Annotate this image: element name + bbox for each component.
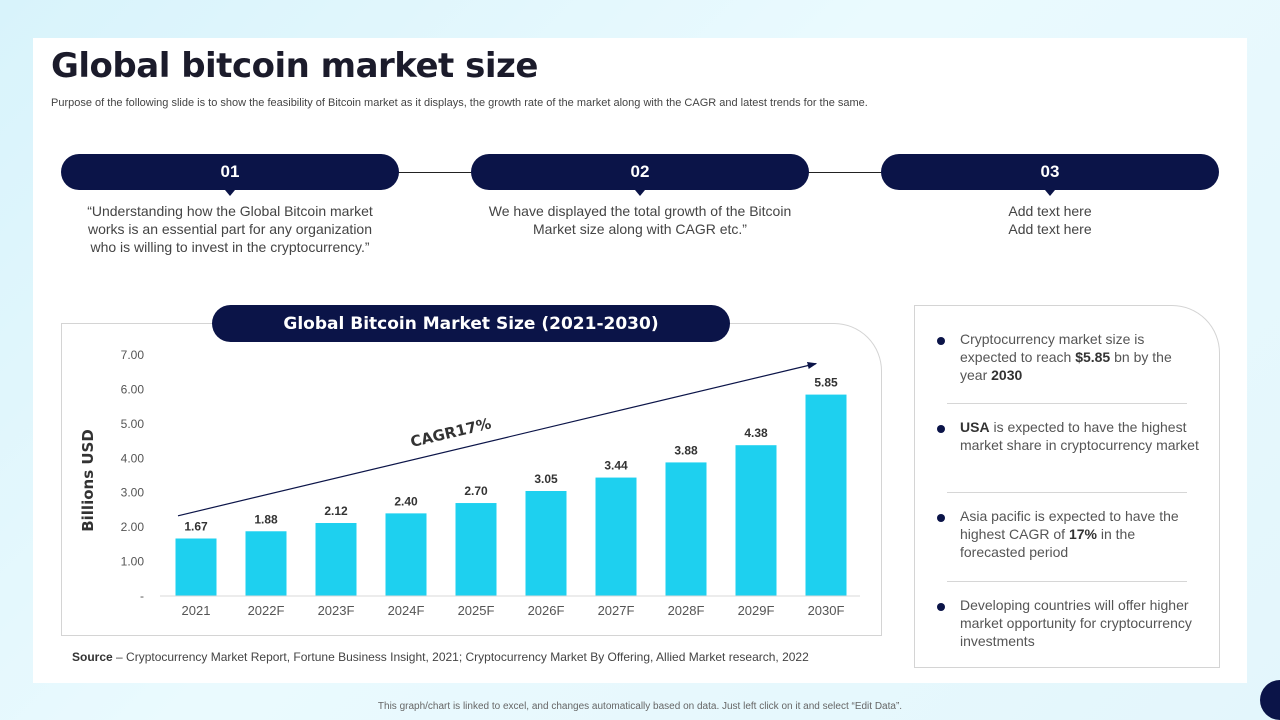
bullet-text-segment: bn by the year	[960, 349, 1172, 383]
highlight-text: USA	[960, 419, 990, 435]
y-tick-label: -	[140, 589, 144, 603]
step-03-line: Add text here	[1008, 203, 1092, 219]
bullet-dot	[937, 425, 945, 433]
bullet-dot	[937, 603, 945, 611]
divider	[947, 581, 1187, 582]
step-03-text: Add text here Add text here	[881, 202, 1219, 238]
y-tick-label: 1.00	[121, 555, 145, 569]
cagr-annotation: CAGR17%	[409, 414, 493, 451]
step-01-line: works is an essential part for any organ…	[87, 221, 373, 237]
page-subtitle: Purpose of the following slide is to sho…	[51, 97, 868, 109]
bar-2028f	[665, 462, 707, 596]
y-tick-label: 5.00	[121, 417, 145, 431]
step-02-line: We have displayed the total growth of th…	[488, 203, 792, 219]
bar-value-label: 3.88	[674, 443, 698, 457]
divider	[947, 403, 1187, 404]
x-tick-label: 2027F	[598, 603, 635, 618]
page-title: Global bitcoin market size	[51, 46, 538, 86]
step-01-text: “Understanding how the Global Bitcoin ma…	[61, 202, 399, 256]
bar-chart[interactable]: - 1.00 2.00 3.00 4.00 5.00 6.00 7.00 1.67 1.88 2.…	[62, 340, 878, 630]
bar-2021	[175, 538, 217, 596]
insight-market-size: Cryptocurrency market size is expected t…	[960, 330, 1200, 384]
footer-note: This graph/chart is linked to excel, and…	[377, 701, 903, 712]
y-axis-title: Billions USD	[79, 429, 97, 532]
highlight-text: 2030	[991, 367, 1023, 383]
bar-value-label: 2.40	[394, 494, 418, 508]
x-tick-label: 2021	[182, 603, 211, 618]
bar-value-label: 3.44	[604, 459, 628, 473]
step-03-line: Add text here	[1008, 221, 1092, 237]
bar-value-label: 1.67	[184, 520, 208, 534]
cagr-trend-arrow	[177, 362, 818, 517]
bullet-text-segment: Cryptocurrency market size is expected t…	[960, 331, 1145, 365]
bar-2023f	[315, 523, 357, 596]
source-note: Source – Cryptocurrency Market Report, F…	[72, 650, 809, 664]
x-tick-label: 2026F	[528, 603, 565, 618]
step-01-line: who is willing to invest in the cryptocu…	[90, 239, 370, 255]
bar-value-label: 2.12	[324, 504, 348, 518]
step-03-badge: 03	[881, 154, 1219, 196]
y-tick-label: 4.00	[121, 451, 145, 465]
x-tick-label: 2029F	[738, 603, 775, 618]
insight-usa: USA is expected to have the highest mark…	[960, 418, 1200, 454]
bar-2030f	[805, 394, 847, 596]
chart-title: Global Bitcoin Market Size (2021-2030)	[212, 305, 730, 342]
highlight-text: 17%	[1068, 526, 1097, 542]
bullet-text-segment: is expected to have the highest market s…	[960, 419, 1199, 453]
bullet-text-segment: Asia pacific is expected to have the hig…	[960, 508, 1179, 542]
step-02-badge: 02	[471, 154, 809, 196]
bullet-text-segment: in the forecasted period	[960, 526, 1136, 560]
bar-value-label: 5.85	[814, 376, 838, 390]
bar-2027f	[595, 477, 637, 596]
divider	[947, 492, 1187, 493]
x-tick-label: 2030F	[808, 603, 845, 618]
x-tick-label: 2024F	[388, 603, 425, 618]
y-tick-label: 3.00	[121, 486, 145, 500]
x-tick-label: 2022F	[248, 603, 285, 618]
bullet-dot	[937, 337, 945, 345]
bar-value-label: 3.05	[534, 472, 558, 486]
key-insights-panel: Cryptocurrency market size is expected t…	[914, 305, 1220, 668]
y-tick-label: 7.00	[121, 348, 145, 362]
step-01-badge: 01	[61, 154, 399, 196]
bar-2029f	[735, 445, 777, 596]
bar-2024f	[385, 513, 427, 596]
y-tick-label: 6.00	[121, 382, 145, 396]
step-02-text: We have displayed the total growth of th…	[471, 202, 809, 238]
y-tick-label: 2.00	[121, 520, 145, 534]
x-tick-label: 2023F	[318, 603, 355, 618]
x-tick-label: 2025F	[458, 603, 495, 618]
highlight-text: $5.85	[1075, 349, 1111, 365]
bar-value-label: 1.88	[254, 512, 278, 526]
bar-2025f	[455, 503, 497, 596]
source-label: Source	[72, 650, 113, 664]
bar-value-label: 4.38	[744, 426, 768, 440]
bar-2026f	[525, 490, 567, 596]
insight-developing-countries: Developing countries will offer higher m…	[960, 596, 1200, 650]
step-01-line: “Understanding how the Global Bitcoin ma…	[87, 203, 373, 219]
x-tick-label: 2028F	[668, 603, 705, 618]
bullet-text-segment: Developing countries will offer higher m…	[960, 597, 1192, 649]
insight-asia-pacific: Asia pacific is expected to have the hig…	[960, 507, 1200, 561]
bullet-dot	[937, 514, 945, 522]
step-02-line: Market size along with CAGR etc.”	[533, 221, 747, 237]
corner-decoration	[1260, 680, 1280, 720]
source-text: – Cryptocurrency Market Report, Fortune …	[112, 650, 809, 664]
bar-value-label: 2.70	[464, 484, 488, 498]
bar-2022f	[245, 531, 287, 596]
